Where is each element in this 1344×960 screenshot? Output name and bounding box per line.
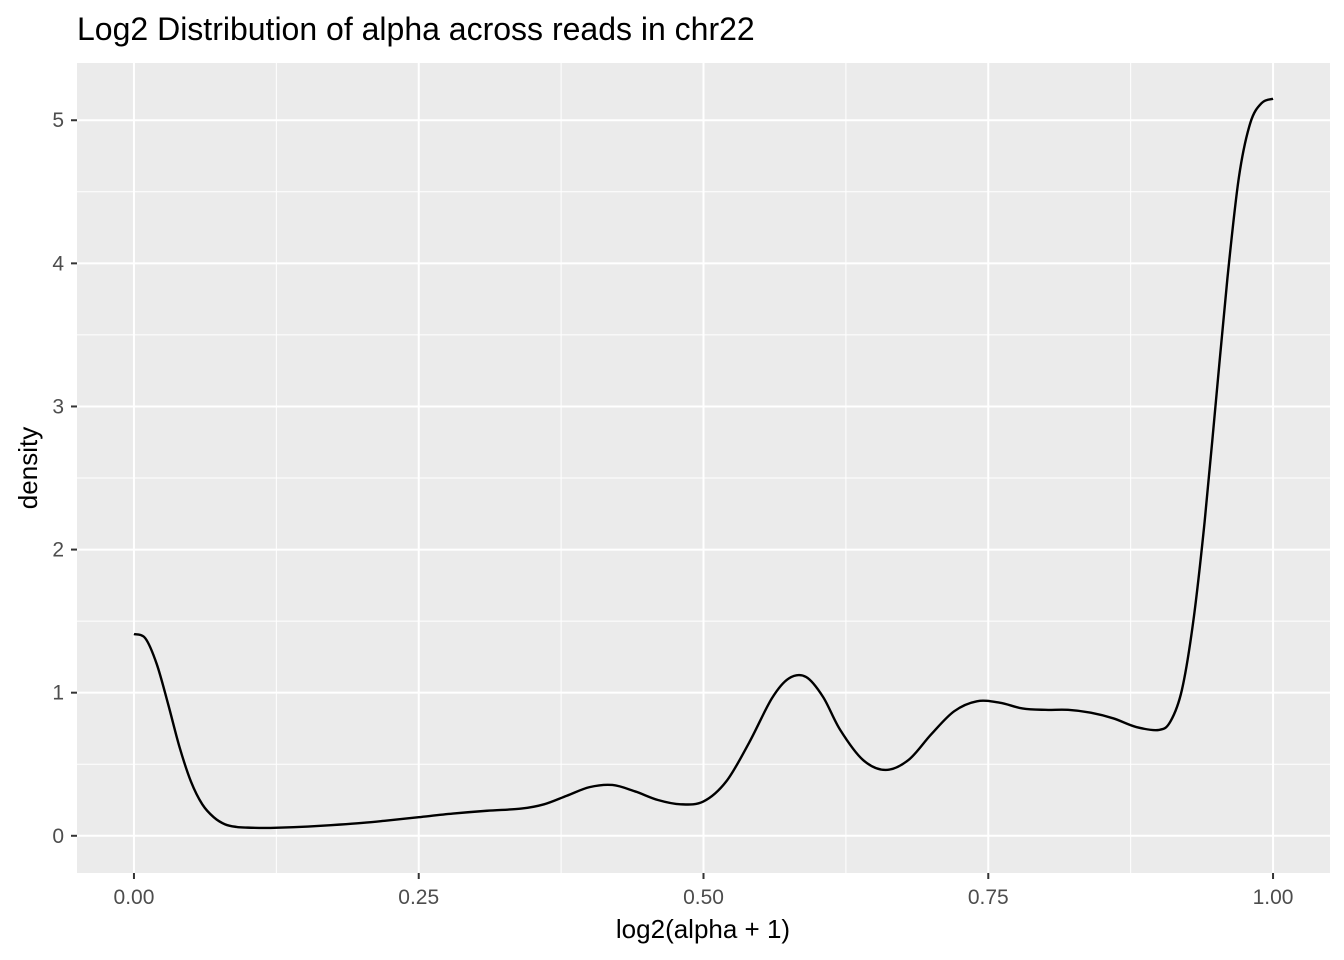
density-curve — [133, 97, 1274, 830]
x-tick-label: 0.75 — [968, 886, 1009, 909]
y-tick-label: 2 — [52, 539, 64, 562]
major-gridlines — [77, 63, 1330, 873]
x-tick-label: 0.00 — [114, 886, 155, 909]
chart-title: Log2 Distribution of alpha across reads … — [77, 11, 755, 47]
y-tick-label: 5 — [52, 109, 64, 132]
x-tick-label: 0.50 — [683, 886, 724, 909]
x-axis-title: log2(alpha + 1) — [616, 914, 790, 944]
x-tick-label: 1.00 — [1253, 886, 1294, 909]
y-tick-label: 1 — [52, 682, 64, 705]
y-axis-title: density — [13, 427, 43, 509]
x-axis-ticks: 0.00 0.25 0.50 0.75 1.00 — [114, 873, 1294, 909]
series-layer — [133, 97, 1274, 830]
y-axis-ticks: 0 1 2 3 4 5 — [52, 109, 77, 848]
y-tick-label: 3 — [52, 395, 64, 418]
x-tick-label: 0.25 — [398, 886, 439, 909]
y-tick-label: 0 — [52, 825, 64, 848]
y-tick-label: 4 — [52, 252, 64, 275]
